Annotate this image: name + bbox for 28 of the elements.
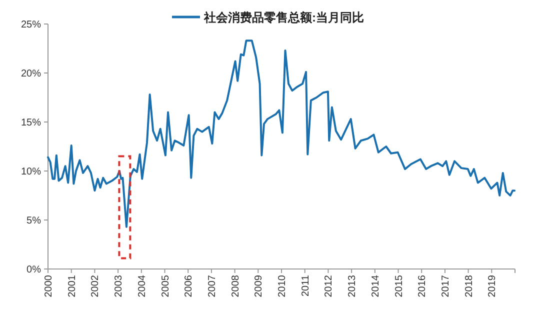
x-tick-label: 2004 [136, 274, 148, 298]
y-tick-label: 5% [26, 216, 42, 226]
legend: 社会消费品零售总额:当月同比 [172, 10, 364, 24]
x-tick-label: 2017 [440, 274, 452, 298]
y-tick-label: 20% [20, 68, 42, 80]
x-tick-label: 2009 [254, 274, 265, 298]
x-tick-label: 2002 [90, 274, 102, 298]
y-tick-label: 10% [20, 166, 42, 178]
x-tick-label: 2007 [206, 274, 218, 298]
y-tick-label: 0% [26, 264, 42, 276]
x-tick-label: 2003 [114, 274, 125, 298]
legend-label: 社会消费品零售总额:当月同比 [203, 10, 364, 24]
x-tick-label: 2006 [184, 274, 195, 298]
x-tick-label: 2013 [347, 274, 358, 298]
x-tick-label: 2005 [160, 274, 172, 298]
y-tick-label: 15% [20, 118, 42, 128]
x-tick-label: 2016 [417, 274, 428, 298]
x-tick-label: 2015 [394, 274, 405, 298]
x-tick-label: 2000 [44, 274, 54, 298]
x-tick-label: 2008 [230, 274, 242, 298]
y-tick-label: 25% [20, 20, 42, 30]
x-tick-label: 2012 [324, 274, 335, 298]
x-tick-label: 2011 [300, 274, 312, 297]
x-tick-label: 2014 [370, 274, 382, 298]
x-tick-label: 2010 [277, 274, 288, 298]
x-tick-label: 2018 [464, 274, 475, 298]
x-tick-label: 2001 [66, 274, 78, 298]
x-tick-label: 2019 [487, 274, 498, 298]
